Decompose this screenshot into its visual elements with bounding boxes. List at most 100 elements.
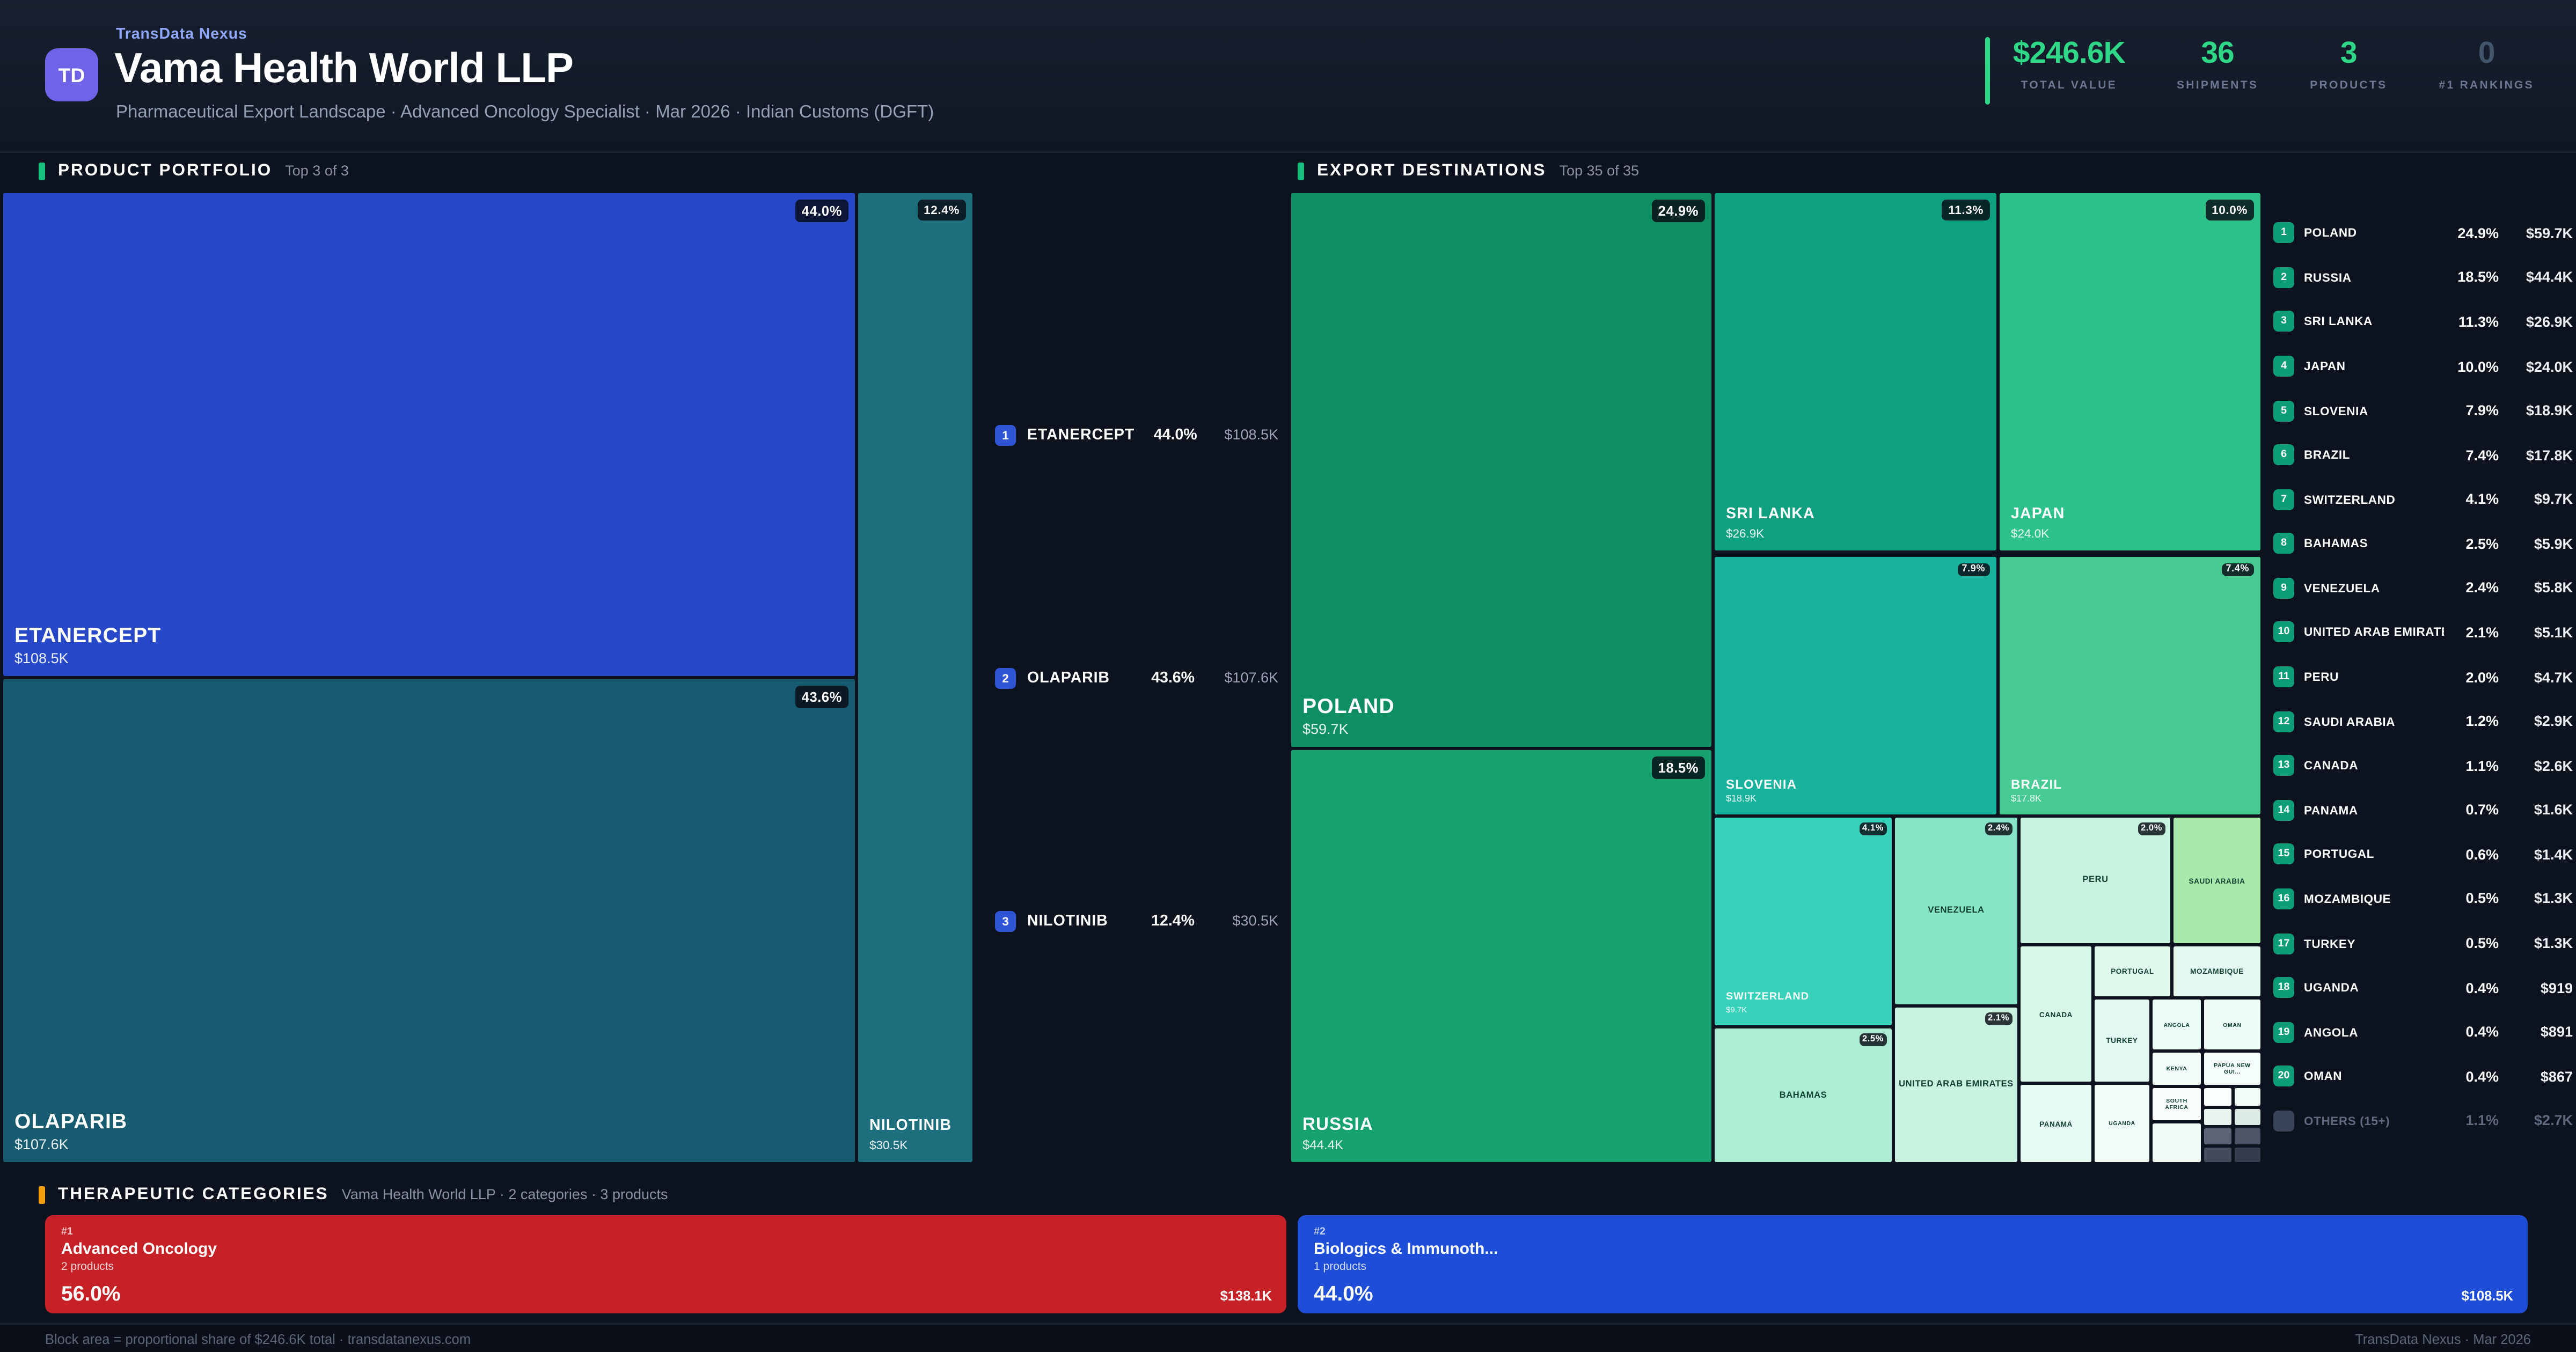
treemap-block-panama[interactable]: PANAMA	[2021, 1085, 2091, 1162]
treemap-block-tile[interactable]	[2235, 1109, 2260, 1125]
destination-row-peru[interactable]: 11 PERU 2.0% $4.7K	[2273, 655, 2573, 699]
product-portfolio-legend: 1 ETANERCEPT 44.0% $108.5K 2 OLAPARIB 43.6% $10…	[995, 193, 1278, 1162]
block-value: $26.9K	[1726, 526, 1765, 541]
destination-row-sri-lanka[interactable]: 3 SRI LANKA 11.3% $26.9K	[2273, 299, 2573, 344]
treemap-block-uganda[interactable]: UGANDA	[2095, 1085, 2149, 1162]
block-name: JAPAN	[2011, 505, 2065, 523]
treemap-block-papua-new-gui[interactable]: PAPUA NEW GUI...	[2204, 1053, 2260, 1085]
treemap-block-tile[interactable]	[2235, 1088, 2260, 1106]
panel-title: EXPORT DESTINATIONS	[1317, 161, 1547, 180]
product-name: ETANERCEPT	[1027, 425, 1135, 444]
destination-row-oman[interactable]: 20 OMAN 0.4% $867	[2273, 1054, 2573, 1099]
treemap-block-slovenia[interactable]: 7.9% SLOVENIA $18.9K	[1715, 557, 1996, 814]
rank-badge: 14	[2273, 799, 2294, 821]
treemap-block-oman[interactable]: OMAN	[2204, 1000, 2260, 1049]
destination-row-angola[interactable]: 19 ANGOLA 0.4% $891	[2273, 1010, 2573, 1054]
block-label: POLAND $59.7K	[1302, 694, 1395, 737]
legend-row-olaparib[interactable]: 2 OLAPARIB 43.6% $107.6K	[995, 665, 1278, 690]
treemap-block-tile[interactable]	[2204, 1088, 2231, 1106]
treemap-block-tile[interactable]	[2204, 1148, 2231, 1162]
destination-row-bahamas[interactable]: 8 BAHAMAS 2.5% $5.9K	[2273, 521, 2573, 566]
stat-label: TOTAL VALUE	[2021, 80, 2118, 92]
destination-row-slovenia[interactable]: 5 SLOVENIA 7.9% $18.9K	[2273, 388, 2573, 433]
treemap-block-japan[interactable]: 10.0% JAPAN $24.0K	[2000, 193, 2260, 550]
treemap-block-tile[interactable]	[2204, 1109, 2231, 1125]
destination-row-japan[interactable]: 4 JAPAN 10.0% $24.0K	[2273, 344, 2573, 388]
destination-row-poland[interactable]: 1 POLAND 24.9% $59.7K	[2273, 211, 2573, 255]
treemap-block-kenya[interactable]: KENYA	[2153, 1053, 2201, 1085]
treemap-block-portugal[interactable]: PORTUGAL	[2095, 946, 2170, 996]
treemap-block-venezuela[interactable]: 2.4% VENEZUELA	[1895, 818, 2017, 1004]
destination-row-switzerland[interactable]: 7 SWITZERLAND 4.1% $9.7K	[2273, 477, 2573, 521]
legend-row-etanercept[interactable]: 1 ETANERCEPT 44.0% $108.5K	[995, 422, 1278, 447]
treemap-block-tile[interactable]	[2235, 1148, 2260, 1162]
destination-name: CANADA	[2304, 758, 2359, 773]
treemap-block-turkey[interactable]: TURKEY	[2095, 1000, 2149, 1082]
treemap-block-canada[interactable]: CANADA	[2021, 946, 2091, 1082]
treemap-block-russia[interactable]: 18.5% RUSSIA $44.4K	[1291, 750, 1711, 1162]
block-value: $17.8K	[2011, 795, 2042, 805]
block-name: VENEZUELA	[1928, 906, 1985, 916]
treemap-block-bahamas[interactable]: 2.5% BAHAMAS	[1715, 1028, 1892, 1162]
rank-badge: 1	[2273, 222, 2294, 244]
block-label: SLOVENIA $18.9K	[1726, 777, 1797, 805]
category-bar-advanced-oncology[interactable]: #1 Advanced Oncology 2 products 56.0% $138.1…	[45, 1215, 1286, 1313]
treemap-block-sri-lanka[interactable]: 11.3% SRI LANKA $26.9K	[1715, 193, 1996, 550]
treemap-block-etanercept[interactable]: 44.0% ETANERCEPT $108.5K	[3, 193, 855, 676]
destination-pct: 2.0%	[2465, 668, 2499, 685]
legend-row-nilotinib[interactable]: 3 NILOTINIB 12.4% $30.5K	[995, 908, 1278, 934]
rank-badge: 12	[2273, 710, 2294, 732]
treemap-block-tile[interactable]	[2153, 1123, 2201, 1162]
export-destinations-treemap: 24.9% POLAND $59.7K 18.5% RUSSIA $44.4K 11.3% S…	[1291, 193, 2260, 1162]
destination-row-uganda[interactable]: 18 UGANDA 0.4% $919	[2273, 965, 2573, 1010]
destination-row-saudi-arabia[interactable]: 12 SAUDI ARABIA 1.2% $2.9K	[2273, 699, 2573, 744]
treemap-block-mozambique[interactable]: MOZAMBIQUE	[2174, 946, 2260, 996]
destination-pct: 4.1%	[2465, 491, 2499, 508]
rank-badge: 8	[2273, 533, 2294, 554]
destination-row-panama[interactable]: 14 PANAMA 0.7% $1.6K	[2273, 788, 2573, 833]
destination-pct: 1.1%	[2465, 758, 2499, 774]
destination-row-brazil[interactable]: 6 BRAZIL 7.4% $17.8K	[2273, 433, 2573, 477]
block-value: $18.9K	[1726, 795, 1757, 805]
treemap-block-brazil[interactable]: 7.4% BRAZIL $17.8K	[2000, 557, 2260, 814]
brand-name: TransData Nexus	[116, 26, 247, 43]
pct-badge: 4.1%	[1858, 822, 1887, 835]
destination-value: $24.0K	[2526, 358, 2573, 374]
rank-badge	[2273, 1110, 2294, 1131]
treemap-block-nilotinib[interactable]: 12.4% NILOTINIB $30.5K	[858, 193, 972, 1162]
treemap-block-poland[interactable]: 24.9% POLAND $59.7K	[1291, 193, 1711, 747]
treemap-block-saudi-arabia[interactable]: SAUDI ARABIA	[2174, 818, 2260, 943]
panel-title: PRODUCT PORTFOLIO	[58, 161, 273, 180]
treemap-block-olaparib[interactable]: 43.6% OLAPARIB $107.6K	[3, 679, 855, 1162]
treemap-block-south-africa[interactable]: SOUTH AFRICA	[2153, 1088, 2201, 1120]
destination-pct: 2.1%	[2465, 624, 2499, 641]
product-value: $107.6K	[1224, 670, 1278, 686]
treemap-block-peru[interactable]: 2.0% PERU	[2021, 818, 2170, 943]
destination-row-portugal[interactable]: 15 PORTUGAL 0.6% $1.4K	[2273, 832, 2573, 877]
destination-name: BAHAMAS	[2304, 536, 2368, 551]
treemap-block-united-arab-emirates[interactable]: 2.1% UNITED ARAB EMIRATES	[1895, 1008, 2017, 1162]
treemap-block-angola[interactable]: ANGOLA	[2153, 1000, 2201, 1049]
destination-row-venezuela[interactable]: 9 VENEZUELA 2.4% $5.8K	[2273, 566, 2573, 611]
destination-name: TURKEY	[2304, 936, 2356, 951]
destination-row-canada[interactable]: 13 CANADA 1.1% $2.6K	[2273, 744, 2573, 788]
rank-badge: 13	[2273, 755, 2294, 776]
rank-badge: 6	[2273, 444, 2294, 466]
destination-row-others-15[interactable]: OTHERS (15+) 1.1% $2.7K	[2273, 1099, 2573, 1143]
destination-row-russia[interactable]: 2 RUSSIA 18.5% $44.4K	[2273, 255, 2573, 300]
treemap-block-tile[interactable]	[2235, 1128, 2260, 1144]
treemap-block-tile[interactable]	[2204, 1128, 2231, 1144]
category-bar-biologics-immunoth[interactable]: #2 Biologics & Immunoth... 1 products 44.0%…	[1298, 1215, 2528, 1313]
block-name: OMAN	[2223, 1021, 2242, 1028]
treemap-block-switzerland[interactable]: 4.1% SWITZERLAND $9.7K	[1715, 818, 1892, 1025]
destination-row-mozambique[interactable]: 16 MOZAMBIQUE 0.5% $1.3K	[2273, 877, 2573, 921]
destination-pct: 0.4%	[2465, 979, 2499, 996]
stat-value: 36	[2201, 37, 2235, 71]
category-value: $138.1K	[1220, 1288, 1272, 1304]
block-name: BRAZIL	[2011, 777, 2062, 792]
destination-row-turkey[interactable]: 17 TURKEY 0.5% $1.3K	[2273, 921, 2573, 966]
destination-pct: 2.5%	[2465, 535, 2499, 552]
destination-row-united-arab-emirates[interactable]: 10 UNITED ARAB EMIRATES 2.1% $5.1K	[2273, 611, 2573, 655]
destination-value: $919	[2540, 979, 2573, 996]
destination-value: $5.9K	[2534, 535, 2573, 552]
